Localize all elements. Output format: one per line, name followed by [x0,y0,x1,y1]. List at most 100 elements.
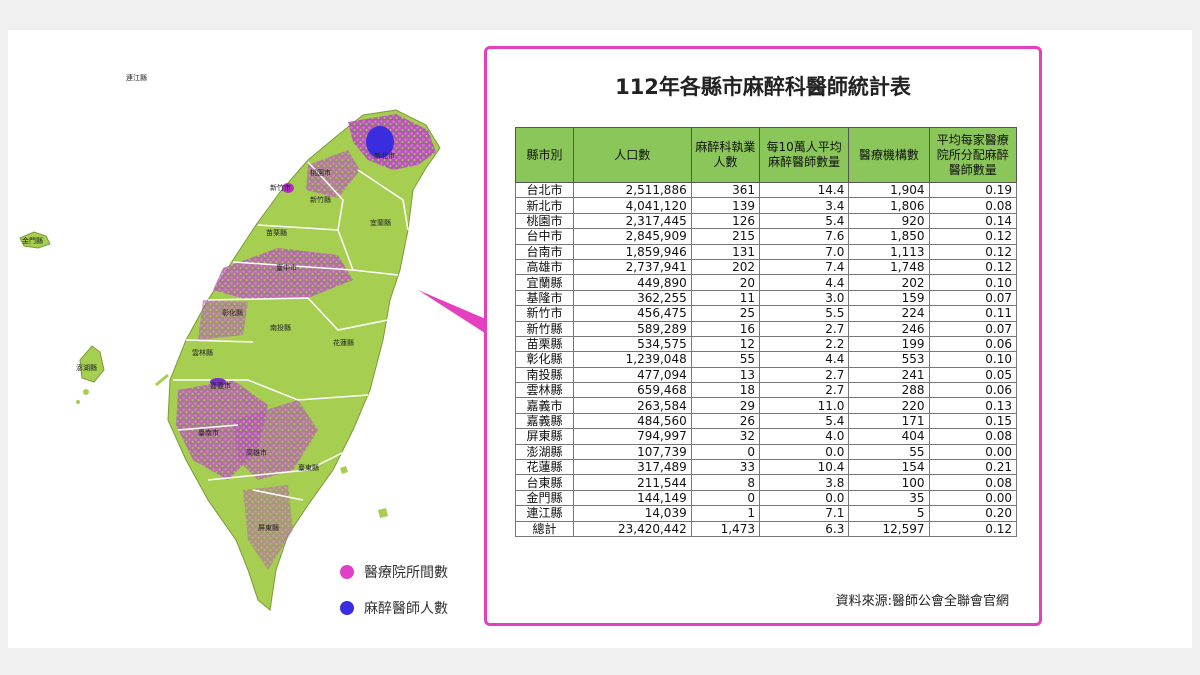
value-cell: 8 [690,474,760,491]
value-cell: 4,041,120 [572,197,692,214]
table-row: 台北市 2,511,886 361 14.4 1,904 0.19 [515,181,1017,199]
value-cell: 5.4 [758,212,850,230]
value-cell: 362,255 [572,289,692,307]
value-cell: 211,544 [572,474,692,491]
map-label: 嘉義市 [210,381,231,390]
value-cell: 0.20 [928,505,1017,522]
value-cell: 1,239,048 [572,351,692,368]
value-cell: 0.14 [928,212,1017,230]
map-label: 高雄市 [246,448,267,457]
county-cell: 基隆市 [515,289,574,307]
value-cell: 144,149 [572,489,692,507]
table-row: 花蓮縣 317,489 33 10.4 154 0.21 [515,459,1017,476]
value-cell: 0.13 [928,397,1017,414]
stats-panel: 112年各縣市麻醉科醫師統計表 縣市別 人口數 麻醉科執業人數 每10萬人平均麻… [484,46,1042,626]
column-header: 縣市別 [515,127,574,183]
map-label: 苗栗縣 [266,228,287,237]
value-cell: 0.06 [928,335,1017,353]
value-cell: 1,113 [848,243,930,260]
value-cell: 2.2 [758,335,850,353]
table-row: 雲林縣 659,468 18 2.7 288 0.06 [515,382,1017,399]
county-cell: 連江縣 [515,505,574,522]
value-cell: 55 [690,351,760,368]
county-cell: 花蓮縣 [515,459,574,476]
blue-dot-icon [340,601,354,615]
chiayi-doctor-cluster [210,378,226,386]
value-cell: 1,473 [690,520,760,537]
value-cell: 7.4 [758,258,850,276]
county-cell: 新竹市 [515,305,574,322]
value-cell: 11.0 [758,397,850,414]
table-row: 台東縣 211,544 8 3.8 100 0.08 [515,474,1017,491]
taipei-doctor-cluster [366,126,394,158]
value-cell: 6.3 [758,520,850,537]
table-row: 南投縣 477,094 13 2.7 241 0.05 [515,366,1017,384]
county-cell: 彰化縣 [515,351,574,368]
source-note: 資料來源:醫師公會全聯會官網 [835,594,1009,609]
table-row: 基隆市 362,255 11 3.0 159 0.07 [515,289,1017,307]
column-header: 平均每家醫療院所分配麻醉醫師數量 [928,127,1017,183]
value-cell: 2,511,886 [572,181,692,199]
taichung-region [213,248,353,300]
map-label: 連江縣 [126,73,147,82]
value-cell: 18 [690,382,760,399]
column-header: 每10萬人平均麻醉醫師數量 [758,127,850,183]
value-cell: 7.0 [758,243,850,260]
table-title: 112年各縣市麻醉科醫師統計表 [615,75,911,99]
value-cell: 10.4 [758,459,850,476]
value-cell: 4.0 [758,428,850,445]
value-cell: 0.00 [928,443,1017,461]
value-cell: 0 [690,443,760,461]
county-cell: 嘉義市 [515,397,574,414]
table-row: 金門縣 144,149 0 0.0 35 0.00 [515,489,1017,507]
table-row: 台南市 1,859,946 131 7.0 1,113 0.12 [515,243,1017,260]
table-row: 桃園市 2,317,445 126 5.4 920 0.14 [515,212,1017,230]
value-cell: 659,468 [572,382,692,399]
map-label: 金門縣 [22,236,43,245]
table-row: 宜蘭縣 449,890 20 4.4 202 0.10 [515,274,1017,291]
value-cell: 920 [848,212,930,230]
value-cell: 1,904 [848,181,930,199]
map-label: 宜蘭縣 [370,218,391,227]
value-cell: 4.4 [758,274,850,291]
hsinchu-doctor-cluster [282,183,294,193]
value-cell: 171 [848,412,930,430]
county-cell: 桃園市 [515,212,574,230]
islet [76,400,80,404]
value-cell: 794,997 [572,428,692,445]
value-cell: 2,845,909 [572,228,692,245]
value-cell: 100 [848,474,930,491]
value-cell: 11 [690,289,760,307]
legend-item-doctors: 麻醉醫師人數 [340,598,448,618]
county-cell: 宜蘭縣 [515,274,574,291]
value-cell: 139 [690,197,760,214]
value-cell: 263,584 [572,397,692,414]
county-cell: 雲林縣 [515,382,574,399]
value-cell: 126 [690,212,760,230]
value-cell: 0.00 [928,489,1017,507]
column-header: 人口數 [572,127,692,183]
lanyu-island [378,508,388,518]
value-cell: 159 [848,289,930,307]
table-row: 彰化縣 1,239,048 55 4.4 553 0.10 [515,351,1017,368]
value-cell: 0.12 [928,520,1017,537]
county-cell: 台東縣 [515,474,574,491]
map-label: 彰化縣 [222,308,243,317]
value-cell: 404 [848,428,930,445]
coast-jetty [155,373,169,387]
value-cell: 2.7 [758,382,850,399]
table-row: 總計 23,420,442 1,473 6.3 12,597 0.12 [515,520,1017,537]
county-cell: 嘉義縣 [515,412,574,430]
value-cell: 4.4 [758,351,850,368]
value-cell: 25 [690,305,760,322]
map-label: 新北市 [374,151,395,160]
county-borders [173,161,409,501]
value-cell: 107,739 [572,443,692,461]
table-row: 苗栗縣 534,575 12 2.2 199 0.06 [515,335,1017,353]
table-row: 嘉義市 263,584 29 11.0 220 0.13 [515,397,1017,414]
map-label: 澎湖縣 [76,363,97,372]
magenta-dot-icon [340,565,354,579]
county-cell: 高雄市 [515,258,574,276]
value-cell: 0.10 [928,274,1017,291]
value-cell: 0.08 [928,197,1017,214]
